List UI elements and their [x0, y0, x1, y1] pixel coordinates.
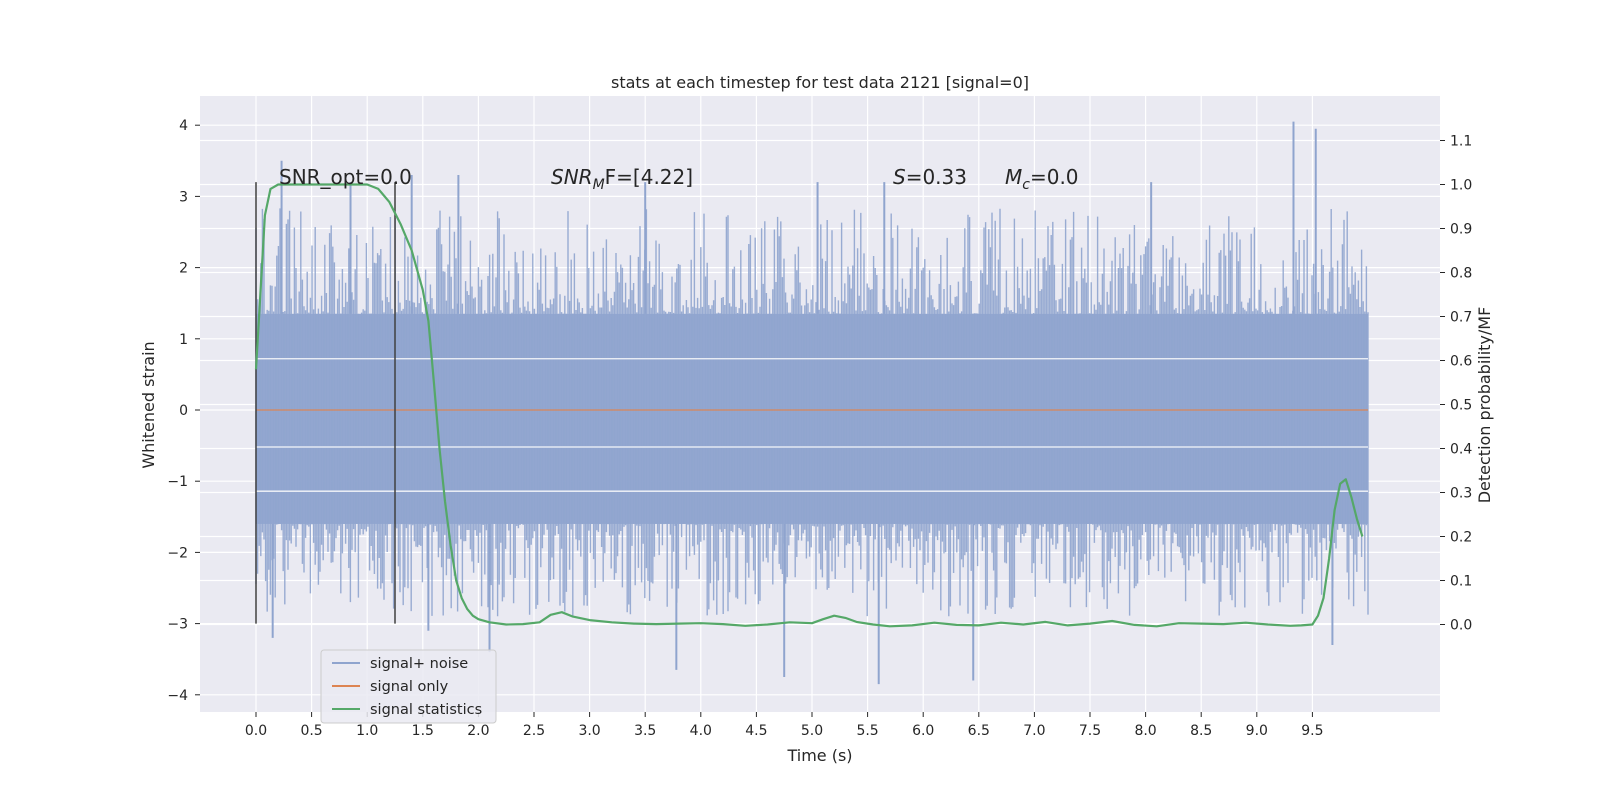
y-left-tick-label: −4	[167, 688, 188, 704]
x-axis-label: Time (s)	[786, 746, 852, 765]
x-tick-label: 6.0	[912, 723, 934, 739]
x-tick-label: 9.5	[1301, 723, 1323, 739]
y-left-tick-label: −1	[167, 474, 188, 490]
x-tick-label: 3.5	[634, 723, 656, 739]
x-tick-label: 6.5	[968, 723, 990, 739]
x-tick-label: 1.0	[356, 723, 378, 739]
annotation-snr-mf: SNRMF=[4.22]	[551, 165, 693, 193]
x-tick-label: 3.0	[578, 723, 600, 739]
y-left-tick-label: 0	[179, 403, 188, 419]
y-left-tick-label: 2	[179, 261, 188, 277]
y-left-tick-label: 1	[179, 332, 188, 348]
y-left-tick-label: 3	[179, 189, 188, 205]
x-tick-label: 9.0	[1246, 723, 1268, 739]
x-tick-label: 7.5	[1079, 723, 1101, 739]
y-left-tick-label: 4	[179, 118, 188, 134]
x-tick-label: 0.5	[300, 723, 322, 739]
y-right-tick-label: 0.2	[1450, 530, 1472, 546]
x-tick-label: 5.0	[801, 723, 823, 739]
y-right-tick-label: 0.4	[1450, 442, 1472, 458]
x-tick-label: 0.0	[245, 723, 267, 739]
y-right-tick-label: 0.0	[1450, 618, 1472, 634]
y-left-tick-label: −3	[167, 617, 188, 633]
x-tick-label: 2.0	[467, 723, 489, 739]
x-tick-label: 4.5	[745, 723, 767, 739]
x-axis-ticks: 0.0 0.5 1.0 1.5 2.0 2.5 3.0 3.5 4.0 4.5 5.0 5.5 6.0 6…	[245, 712, 1324, 739]
legend-label-noise: signal+ noise	[370, 656, 468, 672]
y-right-tick-label: 0.3	[1450, 486, 1472, 502]
x-tick-label: 5.5	[856, 723, 878, 739]
y-left-tick-label: −2	[167, 545, 188, 561]
y-right-tick-label: 0.8	[1450, 266, 1472, 282]
statistics-series	[254, 183, 1364, 628]
annotation-mc: Mc=0.0	[1005, 165, 1079, 193]
left-y-axis-label: Whitened strain	[139, 341, 158, 468]
noise-series	[255, 121, 1369, 685]
vertical-markers	[255, 182, 396, 624]
y-right-tick-label: 1.1	[1450, 134, 1472, 150]
x-tick-label: 2.5	[523, 723, 545, 739]
right-y-axis-label: Detection probability/MF	[1475, 307, 1494, 504]
annotation-s: S=0.33	[893, 165, 967, 189]
x-tick-label: 1.5	[412, 723, 434, 739]
right-y-axis-ticks: 1.1 1.0 0.9 0.8 0.7 0.6 0.5 0.4 0.3 0.2 0.1 0.0	[1440, 134, 1472, 634]
y-right-tick-label: 1.0	[1450, 178, 1472, 194]
y-right-tick-label: 0.7	[1450, 310, 1472, 326]
x-tick-label: 8.5	[1190, 723, 1212, 739]
x-tick-label: 7.0	[1023, 723, 1045, 739]
legend-label-statistics: signal statistics	[370, 702, 482, 718]
legend-label-signal-only: signal only	[370, 679, 449, 695]
y-right-tick-label: 0.5	[1450, 398, 1472, 414]
y-right-tick-label: 0.1	[1450, 574, 1472, 590]
annotation-snr-opt: SNR_opt=0.0	[279, 165, 412, 189]
x-tick-label: 4.0	[690, 723, 712, 739]
chart-title: stats at each timestep for test data 212…	[611, 73, 1029, 92]
y-right-tick-label: 0.9	[1450, 222, 1472, 238]
y-right-tick-label: 0.6	[1450, 354, 1472, 370]
legend-box	[320, 649, 497, 724]
left-y-axis-ticks: 4 3 2 1 0 −1 −2 −3 −4	[167, 118, 200, 704]
x-tick-label: 8.0	[1134, 723, 1156, 739]
legend: signal+ noise signal only signal statist…	[320, 649, 497, 724]
statistics-line	[254, 183, 1364, 628]
